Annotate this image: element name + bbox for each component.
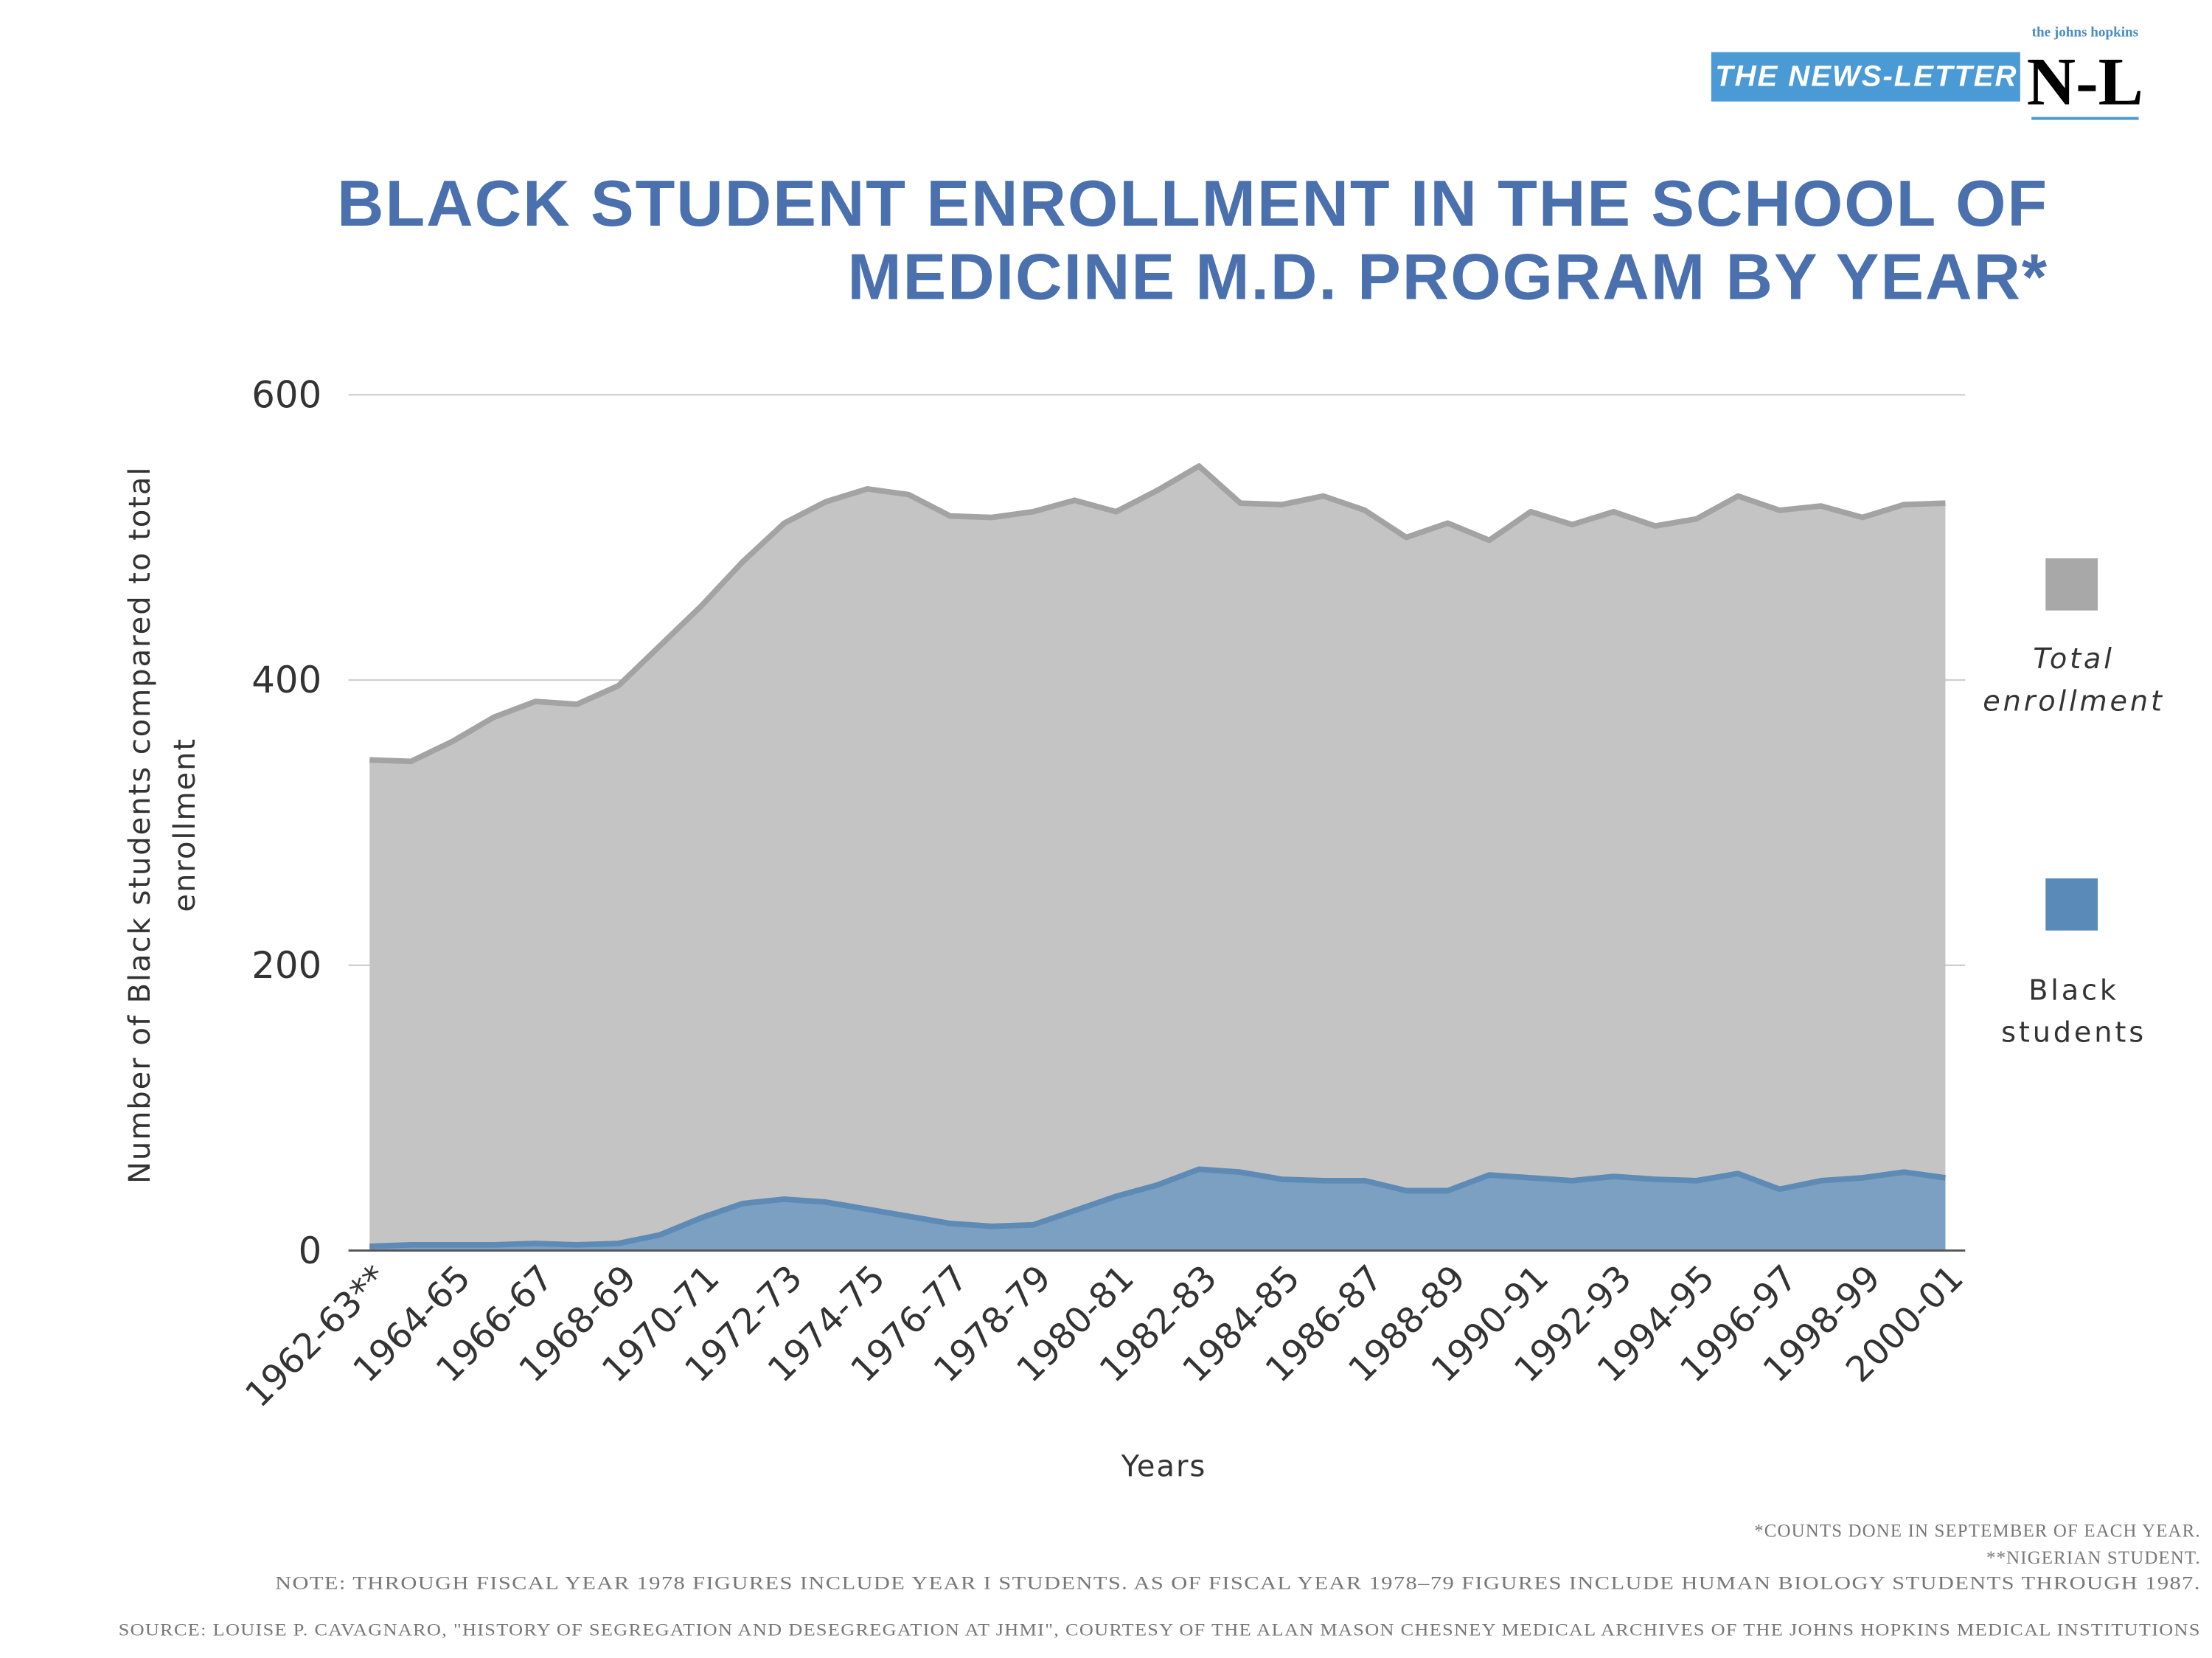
publisher-tagline: the johns hopkins bbox=[2032, 25, 2139, 41]
legend-swatch bbox=[2045, 878, 2098, 931]
y-tick-label: 0 bbox=[299, 1229, 322, 1272]
source-note: SOURCE: LOUISE P. CAVAGNARO, "HISTORY OF… bbox=[119, 1620, 2201, 1639]
legend-label: Black students bbox=[2001, 973, 2146, 1050]
publisher-mark: N-L bbox=[2027, 44, 2143, 119]
chart-title: BLACK STUDENT ENROLLMENT IN THE SCHOOL O… bbox=[337, 166, 2049, 313]
y-tick-label: 200 bbox=[251, 944, 321, 987]
y-tick-label: 600 bbox=[251, 373, 321, 416]
footnote: NOTE: THROUGH FISCAL YEAR 1978 FIGURES I… bbox=[275, 1573, 2201, 1593]
footnote: *COUNTS DONE IN SEPTEMBER OF EACH YEAR. bbox=[1754, 1522, 2201, 1541]
y-tick-label: 400 bbox=[251, 659, 321, 701]
legend-swatch bbox=[2045, 558, 2098, 611]
area-line bbox=[369, 1166, 1946, 1249]
area-line bbox=[369, 463, 1946, 765]
x-axis-label: Years bbox=[1121, 1449, 1207, 1483]
plot-area: 02004006001962-63**1964-651966-671968-69… bbox=[238, 373, 1972, 1415]
publisher-name: THE NEWS-LETTER bbox=[1715, 60, 2017, 93]
logo-banner bbox=[1711, 52, 2020, 102]
legend-label: Total enrollment bbox=[1983, 641, 2165, 718]
area bbox=[369, 465, 1946, 1251]
footnote: **NIGERIAN STUDENT. bbox=[1986, 1548, 2201, 1568]
y-axis-label: Number of Black students compared to tot… bbox=[122, 465, 202, 1184]
area bbox=[369, 1169, 1946, 1251]
